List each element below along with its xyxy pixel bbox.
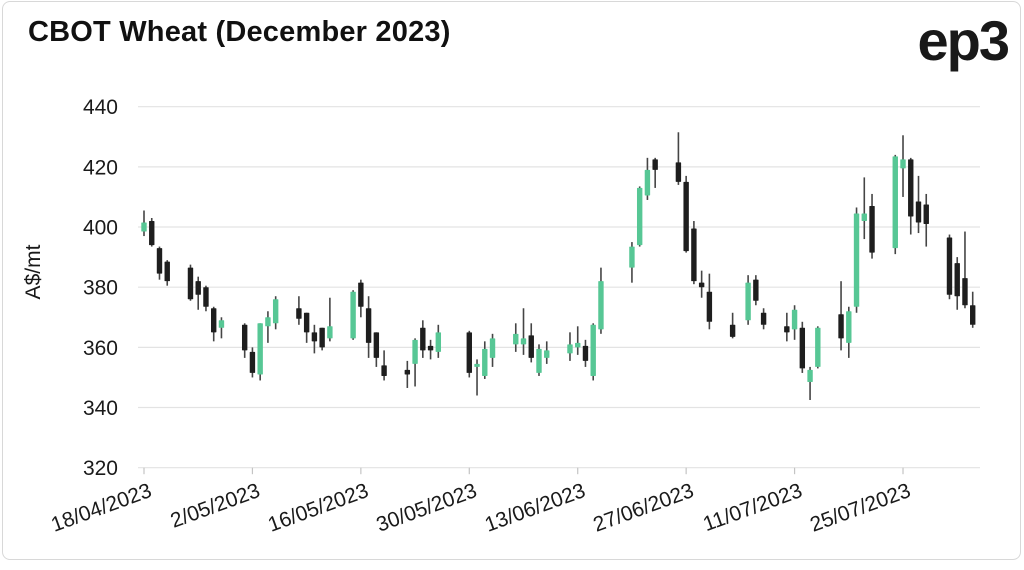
candle-body	[954, 263, 960, 297]
candle-body	[675, 162, 682, 182]
x-tick-label: 11/07/2023	[700, 479, 805, 536]
candle-body	[908, 159, 914, 217]
candle-body	[567, 344, 573, 354]
candle-body	[412, 339, 418, 364]
candle-body	[149, 221, 155, 246]
candle-body	[381, 365, 387, 376]
x-tick-label: 13/06/2023	[482, 479, 589, 537]
candle-body	[753, 279, 759, 301]
candle-body	[799, 327, 806, 369]
candle-body	[513, 333, 519, 345]
candle-body	[156, 248, 163, 274]
candle-body	[706, 291, 713, 322]
candle-body	[303, 312, 310, 333]
x-tick-label: 30/05/2023	[373, 479, 480, 537]
candle-body	[652, 159, 658, 170]
candle-body	[520, 338, 527, 345]
candle-body	[698, 282, 705, 288]
candle-body	[272, 299, 279, 324]
y-tick-label: 420	[83, 156, 118, 179]
candle-body	[644, 169, 651, 196]
candle-body	[474, 363, 480, 367]
candle-body	[629, 246, 635, 268]
candle-body	[970, 305, 976, 325]
candle-body	[404, 369, 411, 375]
candle-body	[296, 308, 302, 319]
candle-body	[962, 278, 968, 306]
candle-body	[791, 309, 798, 330]
y-tick-label: 440	[83, 96, 118, 119]
candle-body	[683, 181, 689, 252]
candle-body	[482, 348, 488, 376]
candle-body	[211, 308, 217, 333]
candle-body	[853, 213, 860, 307]
x-tick-label: 2/05/2023	[167, 479, 263, 533]
candle-body	[590, 324, 596, 376]
y-axis-label: A$/mt	[22, 244, 45, 299]
candle-body	[327, 326, 333, 339]
y-tick-label: 400	[83, 217, 118, 240]
y-tick-label: 340	[83, 397, 118, 420]
candle-body	[435, 332, 442, 352]
candle-body	[489, 338, 496, 358]
candle-body	[760, 312, 767, 325]
candle-body	[528, 335, 534, 358]
y-tick-label: 380	[83, 277, 118, 300]
candle-body	[869, 205, 875, 253]
candle-body	[257, 323, 263, 375]
candle-body	[350, 291, 356, 339]
y-tick-label: 320	[83, 457, 118, 480]
candle-body	[195, 281, 201, 295]
candle-body	[141, 222, 147, 232]
candle-body	[319, 327, 325, 348]
candle-body	[900, 159, 906, 169]
candle-body	[164, 261, 170, 282]
candle-body	[427, 345, 434, 351]
x-tick-label: 16/05/2023	[265, 479, 372, 537]
candle-body	[846, 311, 852, 343]
candle-body	[365, 308, 372, 343]
candle-body	[815, 327, 821, 367]
x-tick-label: 27/06/2023	[590, 479, 697, 537]
candle-body	[745, 282, 751, 321]
candle-body	[536, 348, 542, 373]
candle-body	[691, 228, 697, 282]
candle-body	[373, 332, 380, 358]
y-tick-label: 360	[83, 337, 118, 360]
candle-body	[915, 201, 922, 223]
candle-body	[544, 350, 550, 358]
x-tick-label: 25/07/2023	[807, 479, 914, 537]
candle-body	[420, 327, 426, 351]
candle-body	[241, 324, 248, 351]
candle-body	[218, 320, 225, 328]
ep3-logo: ep3	[917, 9, 1010, 72]
candle-body	[861, 213, 867, 222]
candle-body	[923, 204, 929, 225]
chart-title: CBOT Wheat (December 2023)	[28, 16, 451, 48]
candle-body	[838, 314, 844, 339]
candle-body	[636, 187, 643, 246]
candle-body	[203, 287, 209, 307]
candle-body	[807, 369, 813, 382]
candle-body	[729, 324, 736, 337]
candle-body	[265, 317, 271, 327]
candle-body	[892, 156, 898, 249]
candle-body	[575, 342, 581, 348]
candle-body	[784, 326, 790, 333]
candle-body	[187, 267, 194, 300]
candle-body	[946, 237, 953, 295]
candle-body	[249, 351, 256, 373]
candle-body	[582, 345, 589, 361]
candle-body	[358, 282, 364, 307]
x-tick-label: 18/04/2023	[48, 479, 155, 537]
candle-body	[598, 281, 604, 330]
candle-body	[311, 332, 318, 342]
candle-body	[466, 332, 472, 373]
